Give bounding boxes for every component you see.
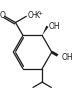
Text: +: + bbox=[38, 11, 43, 16]
Text: −: − bbox=[31, 11, 36, 16]
Text: O: O bbox=[27, 11, 33, 20]
Text: OH: OH bbox=[62, 53, 74, 62]
Text: K: K bbox=[34, 11, 39, 20]
Polygon shape bbox=[42, 26, 48, 35]
Text: OH: OH bbox=[49, 22, 60, 31]
Text: O: O bbox=[0, 11, 6, 20]
